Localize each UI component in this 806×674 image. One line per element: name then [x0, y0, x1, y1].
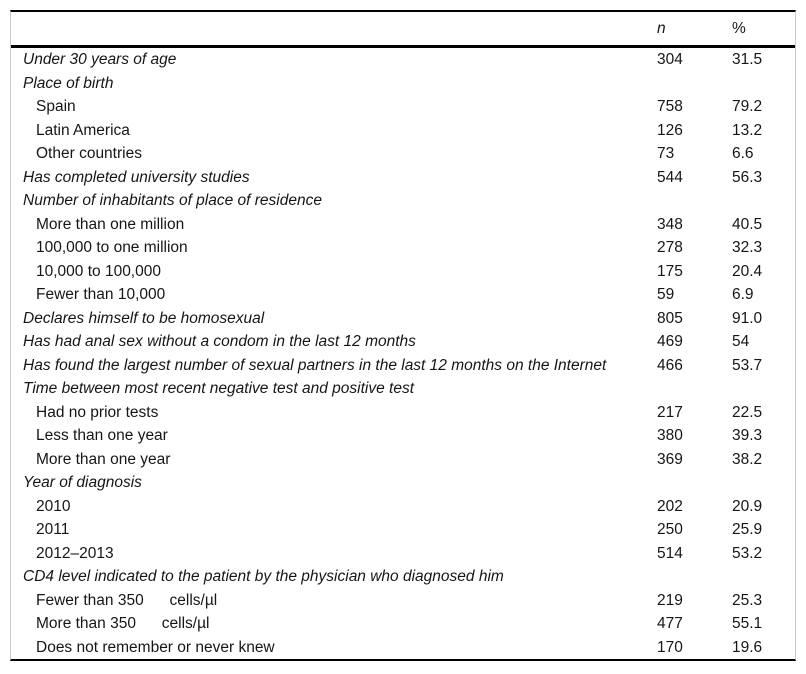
table-row: Fewer than 350 cells/µl 219 25.3 — [11, 589, 795, 613]
row-label: Time between most recent negative test a… — [23, 380, 415, 397]
table-row: CD4 level indicated to the patient by th… — [11, 565, 795, 589]
table-row: Fewer than 10,000 59 6.9 — [11, 283, 795, 307]
row-label: More than one million — [36, 215, 185, 233]
row-percent-value: 31.5 — [732, 51, 763, 68]
row-percent-value: 53.7 — [732, 356, 763, 374]
table-row: Declares himself to be homosexual 805 91… — [11, 307, 795, 331]
table-row: Had no prior tests 217 22.5 — [11, 401, 795, 425]
row-count-value: 369 — [657, 450, 683, 468]
row-label: Latin America — [36, 121, 130, 139]
row-count-value: 805 — [657, 309, 683, 327]
row-label: 2010 — [36, 497, 71, 515]
column-header-percent: % — [732, 19, 746, 37]
row-percent-value: 79.2 — [732, 98, 763, 115]
row-count-value: 278 — [657, 239, 683, 256]
table-header-row: n % — [11, 12, 795, 48]
table-row: 2011 250 25.9 — [11, 518, 795, 542]
row-percent-value: 6.9 — [732, 286, 754, 303]
row-label: Does not remember or never knew — [36, 638, 275, 656]
table-row: Has found the largest number of sexual p… — [11, 354, 795, 378]
row-label: Has had anal sex without a condom in the… — [23, 333, 416, 350]
row-label: More than one year — [36, 450, 171, 468]
row-label: Year of diagnosis — [23, 474, 142, 491]
row-label: Has completed university studies — [23, 168, 250, 186]
row-label: 2011 — [36, 521, 70, 538]
row-label: 2012–2013 — [36, 544, 114, 562]
row-label: Place of birth — [23, 74, 114, 92]
row-percent-value: 54 — [732, 333, 750, 350]
row-percent-value: 19.6 — [732, 638, 763, 656]
table-row: 2012–2013 514 53.2 — [11, 542, 795, 566]
row-label: Other countries — [36, 145, 142, 162]
row-percent-value: 22.5 — [732, 403, 763, 421]
row-count-value: 514 — [657, 544, 683, 562]
row-count-value: 250 — [657, 521, 683, 538]
statistics-table: n % Under 30 years of age 304 31.5 Place… — [10, 10, 796, 661]
row-percent-value: 13.2 — [732, 121, 763, 139]
row-label: 10,000 to 100,000 — [36, 262, 161, 280]
row-percent-value: 56.3 — [732, 168, 763, 186]
row-count-value: 544 — [657, 168, 683, 186]
row-percent-value: 38.2 — [732, 450, 763, 468]
column-header-n: n — [657, 19, 666, 37]
row-label: Declares himself to be homosexual — [23, 309, 265, 327]
table-row: Latin America 126 13.2 — [11, 119, 795, 143]
row-count-value: 758 — [657, 98, 683, 115]
row-count-value: 466 — [657, 356, 683, 374]
row-percent-value: 20.9 — [732, 497, 763, 515]
row-count-value: 477 — [657, 615, 683, 632]
row-count-value: 217 — [657, 403, 683, 421]
table-row: 2010 202 20.9 — [11, 495, 795, 519]
table-row: More than one million 348 40.5 — [11, 213, 795, 237]
table-row: More than 350 cells/µl 477 55.1 — [11, 612, 795, 636]
row-percent-value: 32.3 — [732, 239, 763, 256]
table-row: Other countries 73 6.6 — [11, 142, 795, 166]
table-row: Under 30 years of age 304 31.5 — [11, 48, 795, 72]
table-row: More than one year 369 38.2 — [11, 448, 795, 472]
row-count-value: 380 — [657, 427, 683, 444]
row-percent-value: 39.3 — [732, 427, 763, 444]
table-row: 100,000 to one million 278 32.3 — [11, 236, 795, 260]
row-count-value: 219 — [657, 591, 683, 609]
table-row: 10,000 to 100,000 175 20.4 — [11, 260, 795, 284]
row-label: Under 30 years of age — [23, 51, 177, 68]
table-row: Does not remember or never knew 170 19.6 — [11, 636, 795, 660]
row-label: Has found the largest number of sexual p… — [23, 356, 607, 374]
row-percent-value: 20.4 — [732, 262, 763, 280]
row-label: Less than one year — [36, 427, 168, 444]
row-percent-value: 25.9 — [732, 521, 763, 538]
row-percent-value: 6.6 — [732, 145, 754, 162]
row-count-value: 469 — [657, 333, 683, 350]
table-row: Year of diagnosis — [11, 471, 795, 495]
row-percent-value: 40.5 — [732, 215, 763, 233]
table-row: Spain 758 79.2 — [11, 95, 795, 119]
row-percent-value: 53.2 — [732, 544, 763, 562]
row-count-value: 59 — [657, 286, 675, 303]
row-count-value: 304 — [657, 51, 683, 68]
row-label: Spain — [36, 98, 76, 115]
table-row: Has had anal sex without a condom in the… — [11, 330, 795, 354]
row-count-value: 175 — [657, 262, 683, 280]
table-row: Less than one year 380 39.3 — [11, 424, 795, 448]
table-row: Has completed university studies 544 56.… — [11, 166, 795, 190]
row-label: Had no prior tests — [36, 403, 159, 421]
row-label: Number of inhabitants of place of reside… — [23, 192, 322, 209]
row-label: CD4 level indicated to the patient by th… — [23, 568, 504, 585]
row-count-value: 202 — [657, 497, 683, 515]
row-count-value: 73 — [657, 145, 675, 162]
table-body: Under 30 years of age 304 31.5 Place of … — [11, 48, 795, 659]
row-label: Fewer than 10,000 — [36, 286, 166, 303]
row-percent-value: 55.1 — [732, 615, 763, 632]
row-count-value: 170 — [657, 638, 683, 656]
table-row: Time between most recent negative test a… — [11, 377, 795, 401]
row-label: Fewer than 350 cells/µl — [36, 591, 218, 609]
row-label: 100,000 to one million — [36, 239, 188, 256]
table-row: Number of inhabitants of place of reside… — [11, 189, 795, 213]
row-percent-value: 25.3 — [732, 591, 763, 609]
row-count-value: 126 — [657, 121, 683, 139]
row-percent-value: 91.0 — [732, 309, 763, 327]
row-label: More than 350 cells/µl — [36, 615, 210, 632]
table-row: Place of birth — [11, 72, 795, 96]
row-count-value: 348 — [657, 215, 683, 233]
